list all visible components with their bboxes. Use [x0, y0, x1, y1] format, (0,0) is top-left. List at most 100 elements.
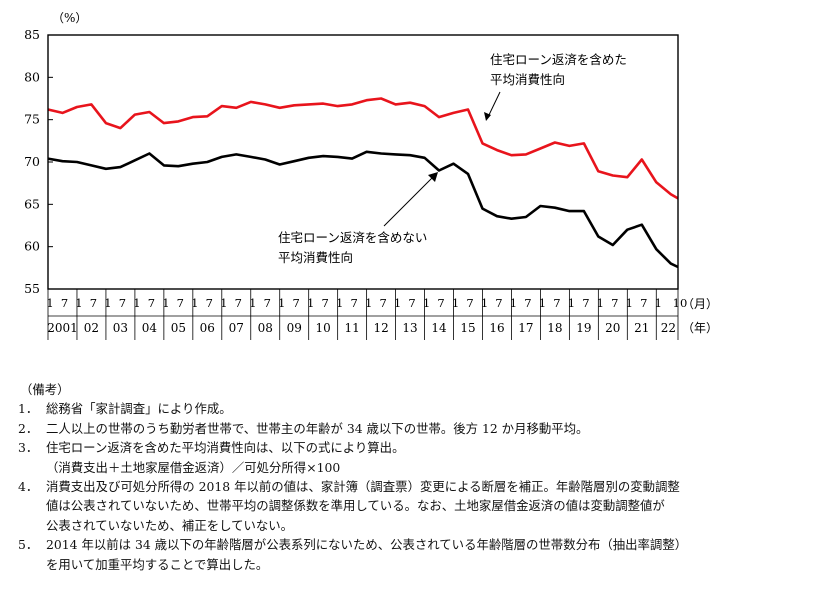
y-tick-label: 65 [24, 196, 40, 211]
arrow-head-without-loan [428, 172, 438, 182]
x-month-tick: 7 [466, 296, 473, 310]
note-item-4: 4． 消費支出及び可処分所得の 2018 年以前の値は、家計簿（調査票）変更によ… [18, 477, 823, 496]
plot-frame [47, 34, 679, 290]
y-tick-label: 85 [24, 27, 40, 42]
y-tick-label: 60 [24, 239, 40, 254]
note-text-continued: 値は公表されていないため、世帯平均の調整係数を準用している。なお、土地家屋借金返… [46, 498, 665, 514]
series-arrow-without-loan [383, 175, 435, 227]
x-month-tick: 1 [133, 296, 140, 310]
x-month-tick: 7 [177, 296, 184, 310]
note-text: 二人以上の世帯のうち勤労者世帯で、世帯主の年齢が 34 歳以下の世帯。後方 12… [46, 420, 589, 436]
x-month-tick: 1 [452, 296, 459, 310]
x-year-label: 09 [287, 321, 302, 335]
x-month-tick: 7 [437, 296, 444, 310]
x-month-tick: 1 [481, 296, 488, 310]
x-month-tick: 1 [510, 296, 517, 310]
x-month-tick: 7 [119, 296, 126, 310]
x-year-label: 02 [84, 321, 99, 335]
x-month-tick: 7 [264, 296, 271, 310]
note-number: 2． [18, 420, 39, 436]
x-month-tick: 7 [322, 296, 329, 310]
x-year-label: 11 [344, 321, 359, 335]
note-text: 消費支出及び可処分所得の 2018 年以前の値は、家計簿（調査票）変更による断層… [46, 479, 680, 495]
x-year-label: 06 [200, 321, 215, 335]
x-month-tick: 1 [249, 296, 256, 310]
series-arrow-with-loan [487, 91, 501, 118]
x-year-label: 16 [489, 321, 504, 335]
x-month-tick: 1 [336, 296, 343, 310]
series-label-with-loan-1: 住宅ローン返済を含めた [490, 52, 627, 67]
note-item-5: 5． 2014 年以前は 34 歳以下の年齢階層が公表系列にないため、公表されて… [18, 535, 823, 554]
x-month-tick: 7 [148, 296, 155, 310]
x-year-label: 17 [518, 321, 533, 335]
x-month-tick: 1 [568, 296, 575, 310]
x-month-tick: 7 [611, 296, 618, 310]
note-item-3: 3． 住宅ローン返済を含めた平均消費性向は、以下の式により算出。 [18, 438, 823, 457]
x-year-label: 18 [547, 321, 562, 335]
x-year-label: 08 [258, 321, 273, 335]
x-month-tick: 7 [293, 296, 300, 310]
x-year-label: 13 [402, 321, 417, 335]
note-text: 住宅ローン返済を含めた平均消費性向は、以下の式により算出。 [46, 440, 405, 456]
x-month-tick: 1 [539, 296, 546, 310]
x-month-tick: 7 [235, 296, 242, 310]
x-year-label: 12 [373, 321, 388, 335]
x-month-tick: 1 [394, 296, 401, 310]
note-number: 1． [18, 401, 39, 417]
x-month-tick: 7 [495, 296, 502, 310]
series-line-without-loan [47, 150, 679, 269]
x-year-label: 2001 [47, 321, 78, 335]
x-month-tick: 1 [365, 296, 372, 310]
x-month-tick: 1 [46, 296, 53, 310]
x-year-label: 03 [113, 321, 128, 335]
y-tick-label: 70 [24, 154, 40, 169]
x-year-label: 07 [229, 321, 244, 335]
x-month-tick: 7 [640, 296, 647, 310]
x-month-tick: 10 [673, 296, 688, 310]
note-item-2: 2． 二人以上の世帯のうち勤労者世帯で、世帯主の年齢が 34 歳以下の世帯。後方… [18, 419, 823, 438]
note-text-continued: を用いて加重平均することで算出した。 [46, 556, 269, 572]
x-month-tick: 7 [553, 296, 560, 310]
note-text-continued: 公表されていないため、補正をしていない。 [46, 517, 294, 533]
note-number: 5． [18, 537, 39, 553]
x-month-tick: 1 [75, 296, 82, 310]
x-year-label: 19 [576, 321, 591, 335]
x-year-label: 05 [171, 321, 186, 335]
note-item-1: 1． 総務省「家計調査」により作成。 [18, 399, 823, 418]
notes-section: （備考） 1． 総務省「家計調査」により作成。 2． 二人以上の世帯のうち勤労者… [18, 380, 823, 574]
x-month-unit: （月） [682, 297, 718, 311]
x-month-tick: 7 [408, 296, 415, 310]
x-month-tick: 7 [61, 296, 68, 310]
x-month-tick: 1 [104, 296, 111, 310]
series-line-with-loan [47, 97, 679, 200]
note-number: 4． [18, 479, 39, 495]
y-tick-label: 80 [24, 69, 40, 84]
x-month-tick: 1 [597, 296, 604, 310]
x-month-tick: 7 [379, 296, 386, 310]
x-month-tick: 7 [524, 296, 531, 310]
x-year-label: 21 [634, 321, 649, 335]
x-month-tick: 1 [423, 296, 430, 310]
note-text: 2014 年以前は 34 歳以下の年齢階層が公表系列にないため、公表されている年… [46, 537, 688, 553]
y-tick-label: 55 [24, 281, 40, 296]
x-month-tick: 1 [191, 296, 198, 310]
x-year-label: 22 [661, 321, 676, 335]
notes-heading: （備考） [20, 382, 70, 397]
y-axis-unit: （%） [52, 11, 87, 25]
x-month-tick: 7 [206, 296, 213, 310]
note-formula: （消費支出＋土地家屋借金返済）／可処分所得×100 [46, 459, 341, 475]
note-number: 3． [18, 440, 39, 456]
x-month-tick: 1 [162, 296, 169, 310]
x-month-tick: 1 [307, 296, 314, 310]
arrow-head-with-loan [484, 112, 491, 121]
x-month-tick: 1 [655, 296, 662, 310]
series-label-with-loan-2: 平均消費性向 [490, 72, 565, 87]
series-label-without-loan-2: 平均消費性向 [278, 250, 353, 265]
x-year-unit: （年） [682, 321, 718, 335]
y-tick-label: 75 [24, 112, 40, 127]
note-text: 総務省「家計調査」により作成。 [46, 401, 232, 417]
x-month-tick: 7 [582, 296, 589, 310]
x-month-tick: 7 [350, 296, 357, 310]
x-year-label: 10 [316, 321, 331, 335]
